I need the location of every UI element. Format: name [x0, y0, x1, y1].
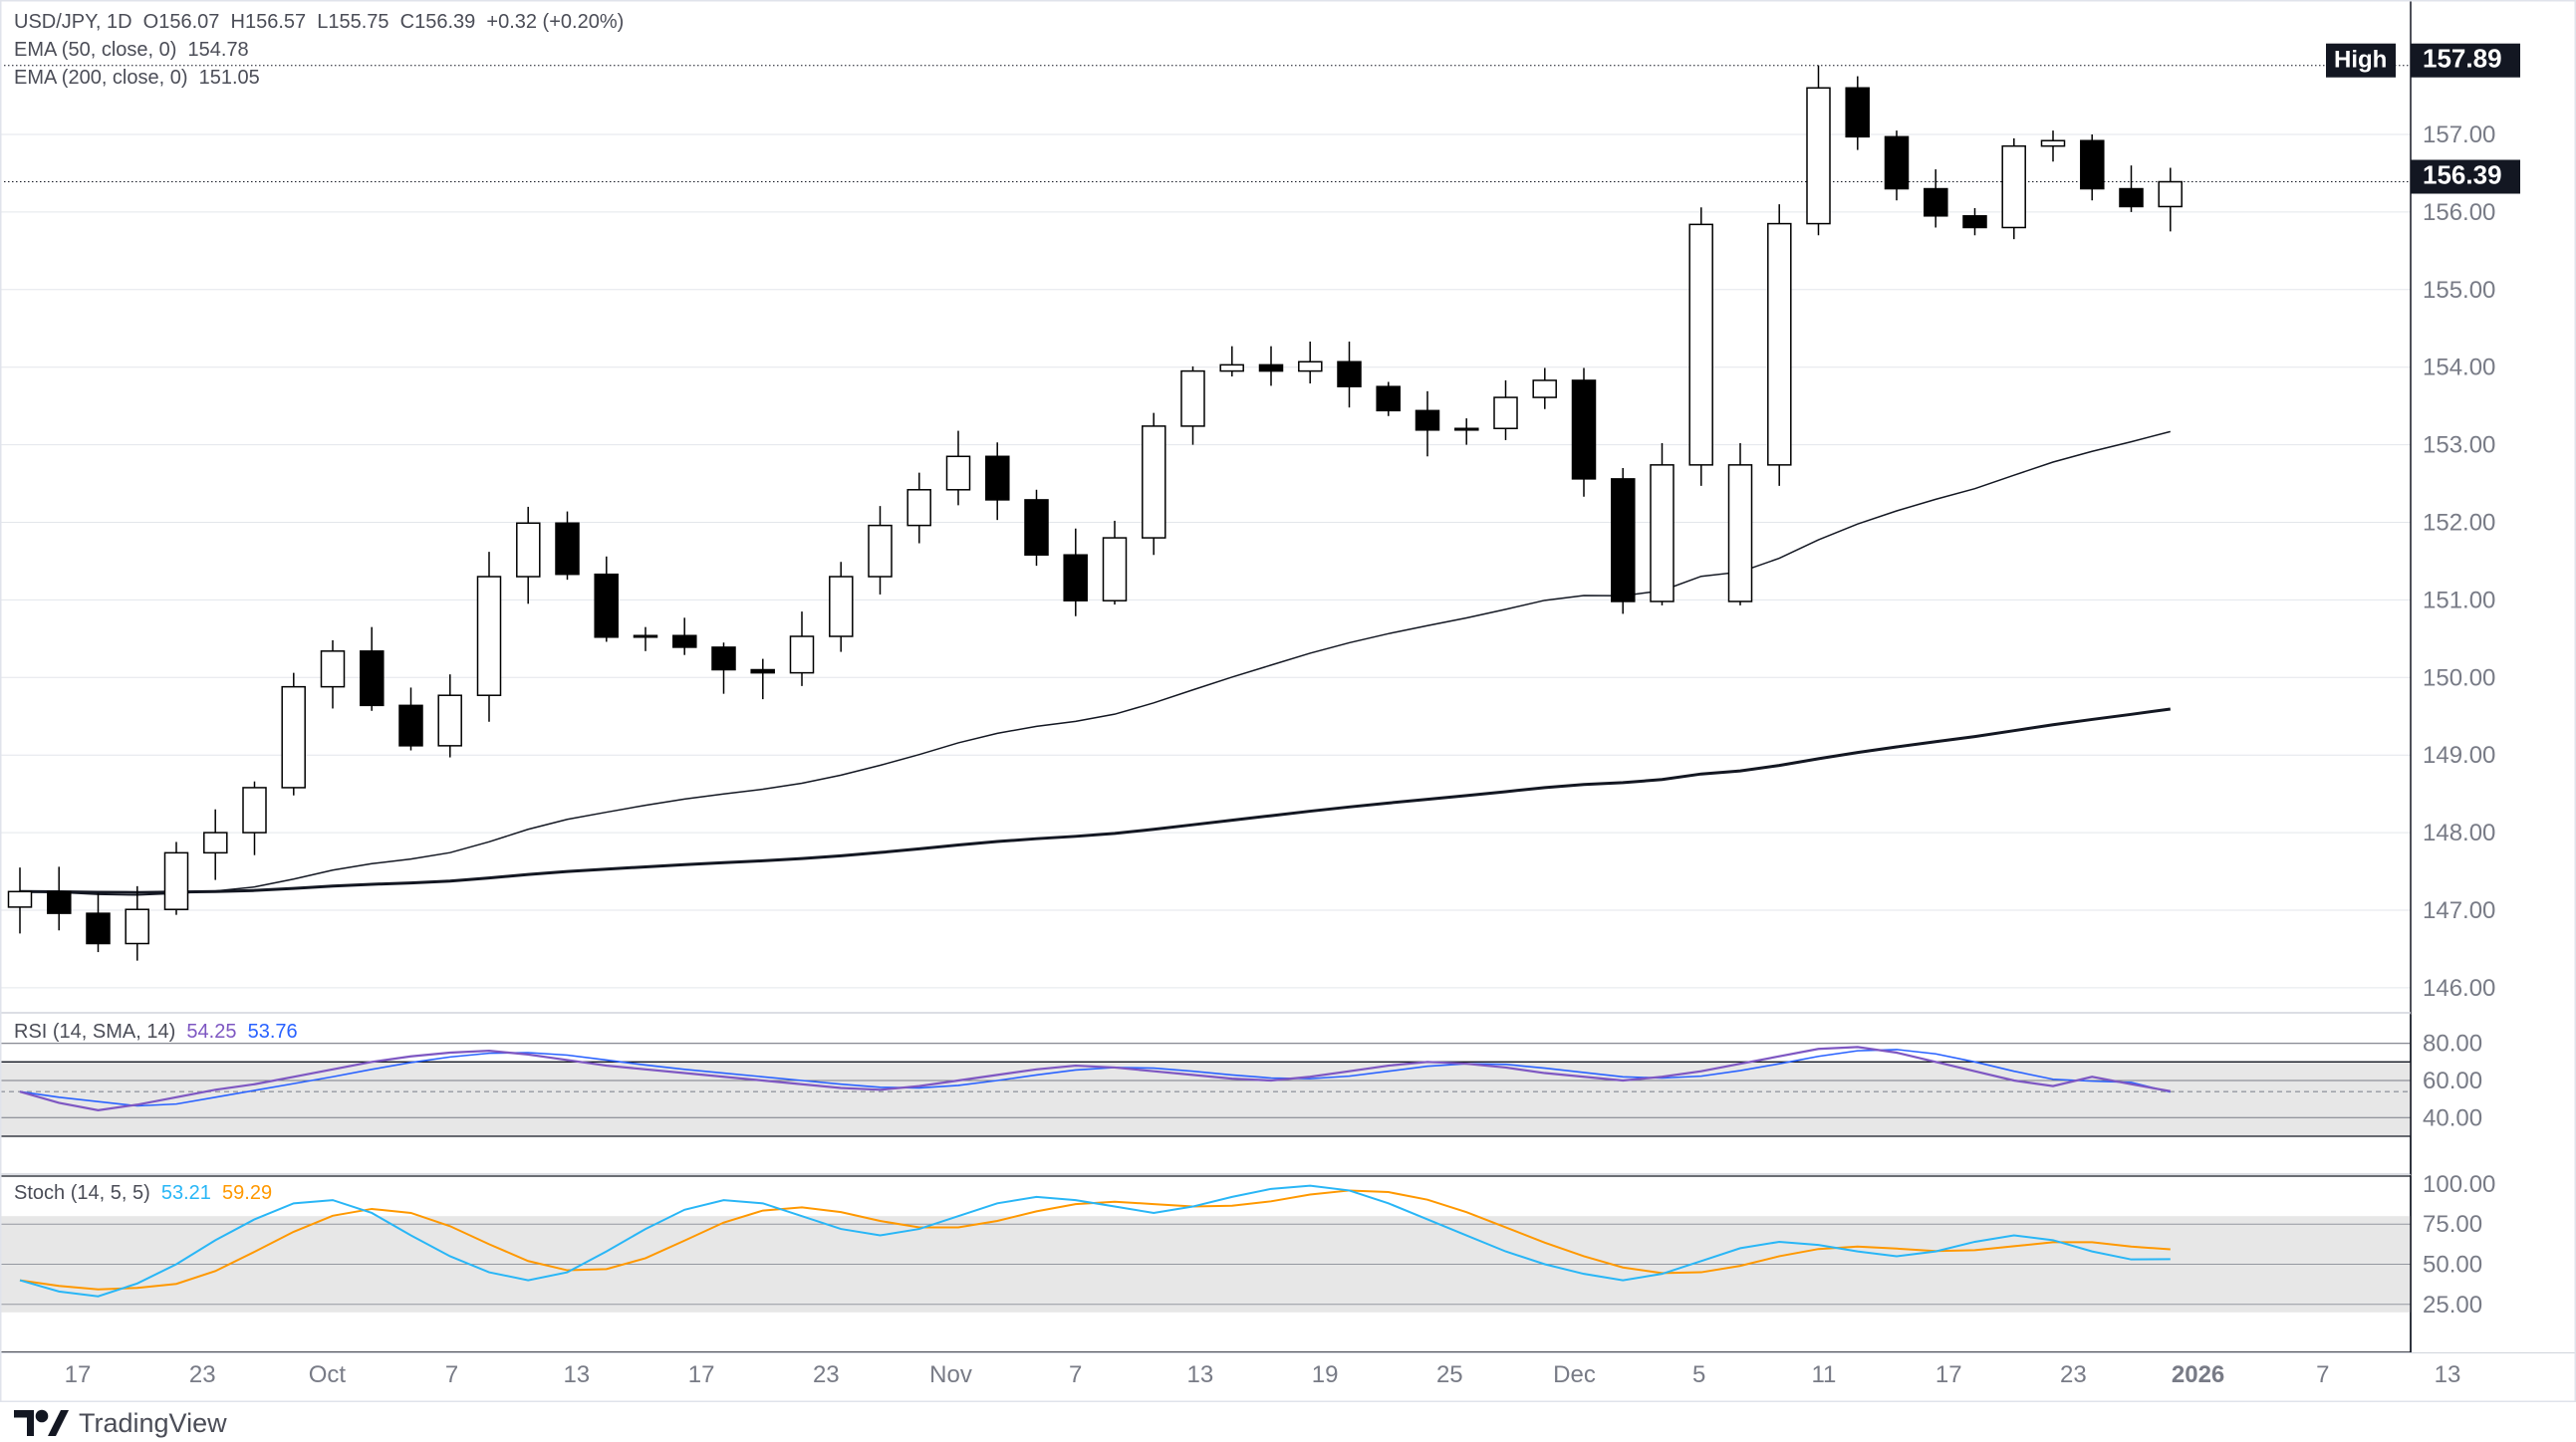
svg-text:11: 11 [1811, 1361, 1836, 1388]
svg-text:151.00: 151.00 [2423, 587, 2495, 613]
svg-text:2026: 2026 [2172, 1361, 2224, 1388]
svg-text:147.00: 147.00 [2423, 897, 2495, 924]
svg-text:25: 25 [1436, 1361, 1463, 1388]
svg-text:25.00: 25.00 [2423, 1292, 2482, 1319]
svg-text:148.00: 148.00 [2423, 820, 2495, 846]
svg-text:23: 23 [2060, 1361, 2087, 1388]
svg-text:149.00: 149.00 [2423, 742, 2495, 769]
svg-text:Oct: Oct [309, 1361, 347, 1388]
svg-text:153.00: 153.00 [2423, 432, 2495, 459]
svg-text:146.00: 146.00 [2423, 975, 2495, 1002]
svg-text:17: 17 [688, 1361, 715, 1388]
svg-text:155.00: 155.00 [2423, 277, 2495, 304]
svg-text:60.00: 60.00 [2423, 1068, 2482, 1094]
svg-text:7: 7 [445, 1361, 458, 1388]
svg-text:17: 17 [1935, 1361, 1962, 1388]
svg-text:Stoch (14, 5, 5) 53.21 59.29: Stoch (14, 5, 5) 53.21 59.29 [14, 1182, 272, 1204]
svg-text:7: 7 [2316, 1361, 2329, 1388]
svg-text:High: High [2334, 47, 2387, 74]
svg-text:156.39: 156.39 [2423, 160, 2502, 190]
svg-text:75.00: 75.00 [2423, 1211, 2482, 1238]
svg-text:152.00: 152.00 [2423, 510, 2495, 537]
svg-text:7: 7 [1069, 1361, 1082, 1388]
svg-text:156.00: 156.00 [2423, 199, 2495, 226]
svg-text:17: 17 [65, 1361, 92, 1388]
svg-text:23: 23 [189, 1361, 216, 1388]
svg-text:150.00: 150.00 [2423, 664, 2495, 691]
svg-text:RSI (14, SMA, 14) 54.25 53.7: RSI (14, SMA, 14) 54.25 53.76 [14, 1021, 298, 1043]
svg-text:19: 19 [1312, 1361, 1339, 1388]
svg-text:40.00: 40.00 [2423, 1104, 2482, 1131]
svg-text:13: 13 [1187, 1361, 1214, 1388]
svg-text:100.00: 100.00 [2423, 1171, 2495, 1198]
svg-text:EMA (200, close, 0) 151.05: EMA (200, close, 0) 151.05 [14, 67, 260, 89]
svg-text:157.89: 157.89 [2423, 44, 2502, 74]
svg-text:13: 13 [563, 1361, 590, 1388]
svg-text:USD/JPY, 1D O156.07 H156.57: USD/JPY, 1D O156.07 H156.57 L155.75 C156… [14, 11, 624, 33]
svg-text:80.00: 80.00 [2423, 1031, 2482, 1058]
svg-text:Dec: Dec [1553, 1361, 1596, 1388]
svg-text:154.00: 154.00 [2423, 355, 2495, 381]
svg-text:Nov: Nov [929, 1361, 972, 1388]
svg-text:157.00: 157.00 [2423, 121, 2495, 148]
svg-text:13: 13 [2435, 1361, 2461, 1388]
svg-text:50.00: 50.00 [2423, 1252, 2482, 1279]
svg-text:23: 23 [813, 1361, 840, 1388]
svg-text:TradingView: TradingView [79, 1408, 227, 1438]
svg-text:EMA (50, close, 0) 154.78: EMA (50, close, 0) 154.78 [14, 39, 249, 61]
svg-text:5: 5 [1692, 1361, 1705, 1388]
